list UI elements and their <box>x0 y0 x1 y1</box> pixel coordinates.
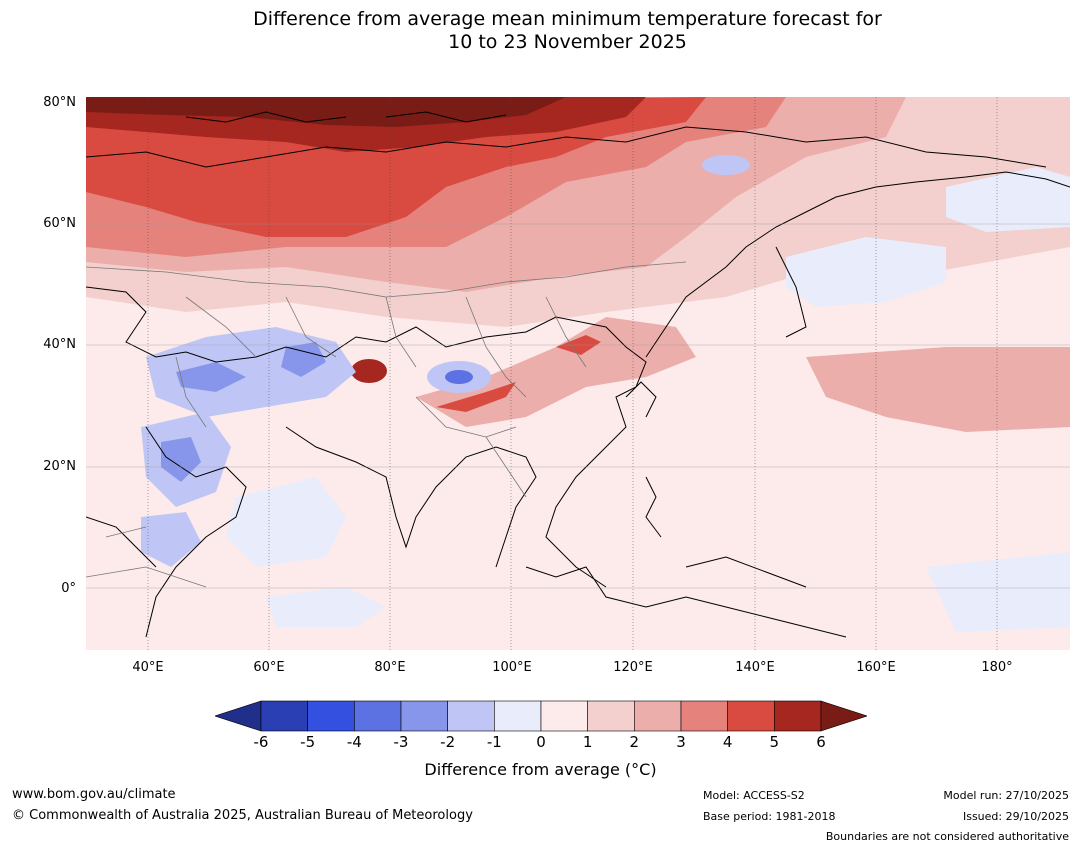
footer-model: Model: ACCESS-S2 <box>703 789 805 802</box>
colorbar-cell <box>680 700 728 732</box>
colorbar-cell <box>587 700 635 732</box>
graticule <box>147 97 998 650</box>
colorbar-cell <box>307 700 355 732</box>
anomaly-region-equatorial-cool <box>266 587 386 627</box>
anomaly-spot-siberia-cool <box>702 155 750 175</box>
anomaly-region-bering-cool <box>946 167 1070 232</box>
anomaly-region-china-warm-core <box>436 335 601 412</box>
footer-base-period: Base period: 1981-2018 <box>703 810 836 823</box>
anomaly-region-arabia-cool-2 <box>161 437 201 482</box>
coastlines <box>86 111 1070 638</box>
map-canvas <box>86 97 1070 650</box>
lon-label-100e: 100°E <box>492 660 532 675</box>
colorbar-extend-low <box>215 700 262 732</box>
lat-label-20n: 20°N <box>43 459 76 474</box>
anomaly-region-horn-africa-cool <box>141 512 201 567</box>
footer-model-run: Model run: 27/10/2025 <box>943 789 1069 802</box>
colorbar-tick-label: -2 <box>440 733 456 751</box>
colorbar-cell <box>774 700 822 732</box>
colorbar-cell <box>400 700 448 732</box>
anomaly-spot-tibet-cool-core <box>445 370 473 384</box>
title-line-2: 10 to 23 November 2025 <box>448 31 687 53</box>
lon-label-140e: 140°E <box>735 660 775 675</box>
colorbar-tick-label: -3 <box>393 733 409 751</box>
lon-label-40e: 40°E <box>132 660 164 675</box>
colorbar-tick-label: -1 <box>486 733 502 751</box>
footer-copyright: © Commonwealth of Australia 2025, Austra… <box>12 808 473 823</box>
colorbar-cell <box>727 700 775 732</box>
colorbar-cell <box>540 700 588 732</box>
colorbar-tick-label: 0 <box>536 733 546 751</box>
anomaly-region-se-pacific-cool <box>926 552 1070 632</box>
lat-label-60n: 60°N <box>43 216 76 231</box>
anomaly-region-mideast-cool-2 <box>176 342 326 392</box>
footer-website: www.bom.gov.au/climate <box>12 787 176 802</box>
colorbar-cell <box>260 700 308 732</box>
country-boundaries <box>86 261 687 588</box>
colorbar-tick-label: 6 <box>816 733 826 751</box>
colorbar-tick-label: 1 <box>582 733 593 751</box>
lon-label-120e: 120°E <box>613 660 653 675</box>
colorbar-cell <box>494 700 542 732</box>
lon-label-60e: 60°E <box>253 660 285 675</box>
colorbar-tick-label: 4 <box>722 733 733 751</box>
map-title: Difference from average mean minimum tem… <box>0 8 1081 54</box>
colorbar-tick-label: -6 <box>253 733 269 751</box>
anomaly-region-warm-7 <box>86 97 566 127</box>
colorbar-tick-label: -4 <box>346 733 362 751</box>
anomaly-region-indian-ocean-cool <box>226 477 346 567</box>
colorbar <box>215 700 867 732</box>
colorbar-extend-high <box>820 700 867 732</box>
anomaly-region-pacific-warm <box>806 347 1070 432</box>
forecast-map <box>86 97 1070 650</box>
anomaly-spot-tibet-warm <box>351 359 387 383</box>
colorbar-tick-label: -5 <box>300 733 316 751</box>
lon-label-180: 180° <box>981 660 1013 675</box>
lon-label-160e: 160°E <box>856 660 896 675</box>
colorbar-label: Difference from average (°C) <box>424 760 657 779</box>
lon-label-80e: 80°E <box>374 660 406 675</box>
lat-label-0: 0° <box>61 581 76 596</box>
footer-issued: Issued: 29/10/2025 <box>962 810 1069 823</box>
colorbar-tick-label: 5 <box>769 733 780 751</box>
latitude-lines <box>86 223 1070 589</box>
colorbar-cell <box>634 700 682 732</box>
colorbar-tick-label: 3 <box>676 733 686 751</box>
colorbar-tick-label: 2 <box>629 733 640 751</box>
colorbar-cell <box>354 700 402 732</box>
lat-label-80n: 80°N <box>43 95 76 110</box>
footer-boundaries-note: Boundaries are not considered authoritat… <box>825 830 1069 843</box>
colorbar-cell <box>447 700 495 732</box>
lat-label-40n: 40°N <box>43 337 76 352</box>
title-line-1: Difference from average mean minimum tem… <box>253 8 882 30</box>
anomaly-region-nw-pacific-cool <box>786 237 946 307</box>
